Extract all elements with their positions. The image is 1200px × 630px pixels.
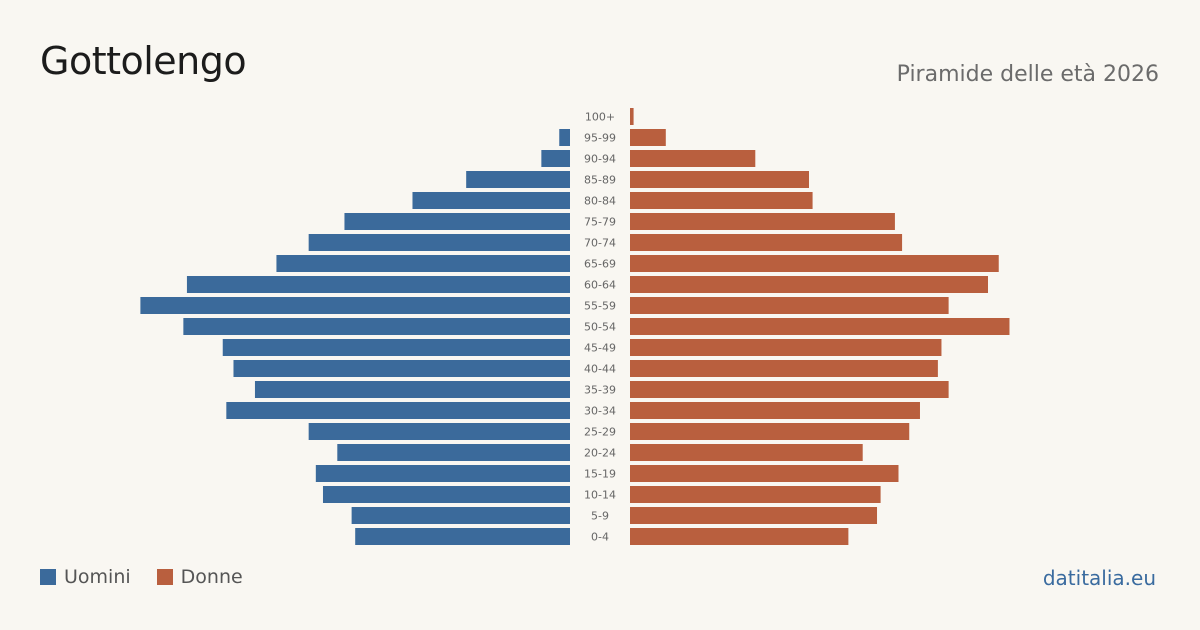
bar-men-35-39 — [254, 381, 570, 398]
age-label-95-99: 95-99 — [584, 132, 616, 145]
bar-women-90-94 — [630, 150, 756, 167]
bar-men-95-99 — [559, 129, 570, 146]
age-label-80-84: 80-84 — [584, 195, 616, 208]
age-label-100+: 100+ — [585, 111, 615, 124]
bar-men-70-74 — [308, 234, 570, 251]
bar-men-30-34 — [226, 402, 570, 419]
bar-men-45-49 — [222, 339, 571, 356]
bar-women-65-69 — [630, 255, 999, 272]
bar-women-55-59 — [630, 297, 949, 314]
age-label-30-34: 30-34 — [584, 405, 616, 418]
bar-men-80-84 — [412, 192, 570, 209]
chart-title: Gottolengo — [40, 39, 247, 83]
legend: Uomini Donne — [40, 566, 269, 588]
age-label-20-24: 20-24 — [584, 447, 616, 460]
bar-women-5-9 — [630, 507, 878, 524]
age-label-0-4: 0-4 — [591, 531, 609, 544]
legend-swatch-women — [156, 569, 173, 585]
age-label-50-54: 50-54 — [584, 321, 616, 334]
bar-women-45-49 — [630, 339, 942, 356]
bar-men-85-89 — [466, 171, 570, 188]
bar-women-40-44 — [630, 360, 938, 377]
bar-women-15-19 — [630, 465, 899, 482]
age-label-75-79: 75-79 — [584, 216, 616, 229]
age-label-25-29: 25-29 — [584, 426, 616, 439]
bar-women-35-39 — [630, 381, 949, 398]
bar-women-100+ — [630, 108, 634, 125]
bar-men-10-14 — [322, 486, 570, 503]
age-label-85-89: 85-89 — [584, 174, 616, 187]
bar-women-70-74 — [630, 234, 903, 251]
age-label-70-74: 70-74 — [584, 237, 616, 250]
legend-label-men: Uomini — [64, 566, 131, 588]
bar-women-95-99 — [630, 129, 666, 146]
bar-men-50-54 — [183, 318, 571, 335]
bar-women-80-84 — [630, 192, 813, 209]
age-label-40-44: 40-44 — [584, 363, 616, 376]
bar-women-20-24 — [630, 444, 863, 461]
bar-men-75-79 — [344, 213, 570, 230]
bar-women-60-64 — [630, 276, 988, 293]
bar-women-10-14 — [630, 486, 881, 503]
legend-label-women: Donne — [180, 566, 243, 588]
age-label-65-69: 65-69 — [584, 258, 616, 271]
bar-women-50-54 — [630, 318, 1010, 335]
bar-men-65-69 — [276, 255, 570, 272]
bar-men-60-64 — [186, 276, 570, 293]
age-label-10-14: 10-14 — [584, 489, 616, 502]
source-link[interactable]: datitalia.eu — [1042, 566, 1156, 590]
bar-men-0-4 — [355, 528, 570, 545]
bar-women-25-29 — [630, 423, 910, 440]
age-label-5-9: 5-9 — [591, 510, 609, 523]
bar-men-25-29 — [308, 423, 570, 440]
legend-item-men: Uomini — [40, 566, 131, 588]
bar-men-90-94 — [541, 150, 570, 167]
age-label-15-19: 15-19 — [584, 468, 616, 481]
age-label-60-64: 60-64 — [584, 279, 616, 292]
chart-subtitle: Piramide delle età 2026 — [896, 62, 1159, 87]
bar-women-85-89 — [630, 171, 809, 188]
age-label-55-59: 55-59 — [584, 300, 616, 313]
legend-item-women: Donne — [156, 566, 243, 588]
bar-women-30-34 — [630, 402, 920, 419]
bar-men-20-24 — [337, 444, 570, 461]
legend-swatch-men — [40, 569, 56, 585]
bar-men-5-9 — [351, 507, 570, 524]
bar-women-75-79 — [630, 213, 895, 230]
age-label-45-49: 45-49 — [584, 342, 616, 355]
age-label-90-94: 90-94 — [584, 153, 616, 166]
bar-men-55-59 — [140, 297, 570, 314]
age-label-35-39: 35-39 — [584, 384, 616, 397]
bar-women-0-4 — [630, 528, 849, 545]
bar-men-15-19 — [315, 465, 570, 482]
bar-men-40-44 — [233, 360, 571, 377]
